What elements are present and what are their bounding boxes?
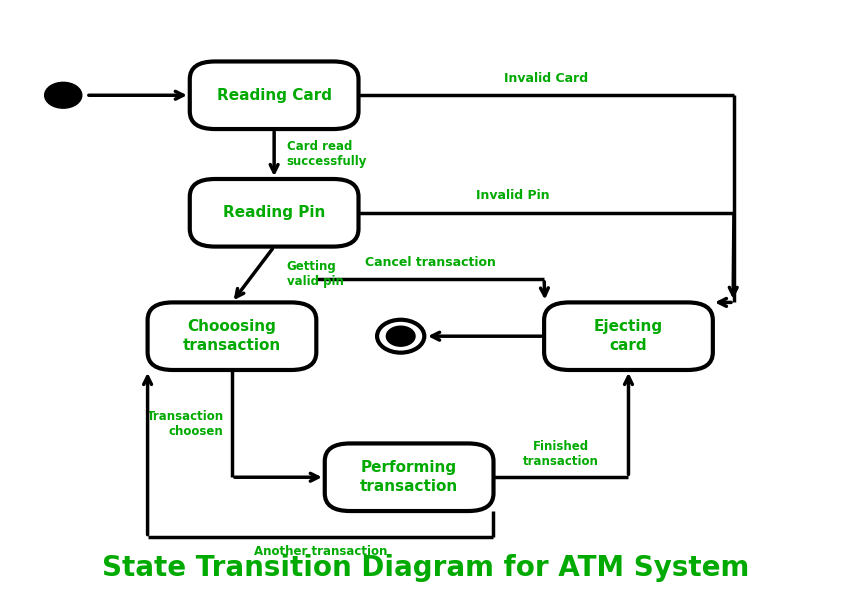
Circle shape [377, 319, 424, 353]
Circle shape [386, 326, 415, 346]
Text: Reading Pin: Reading Pin [223, 205, 325, 221]
FancyBboxPatch shape [190, 61, 359, 129]
FancyBboxPatch shape [325, 443, 493, 511]
Text: Ejecting
card: Ejecting card [594, 319, 663, 353]
Text: Transaction
choosen: Transaction choosen [147, 409, 223, 437]
FancyBboxPatch shape [147, 302, 316, 370]
Text: Getting
valid pin: Getting valid pin [287, 260, 343, 288]
FancyBboxPatch shape [190, 179, 359, 247]
Text: Card read
successfully: Card read successfully [287, 140, 367, 168]
Circle shape [44, 82, 82, 108]
Text: Invalid Card: Invalid Card [504, 72, 588, 85]
Text: Chooosing
transaction: Chooosing transaction [183, 319, 281, 353]
Text: Finished
transaction: Finished transaction [523, 440, 599, 468]
Text: Performing
transaction: Performing transaction [360, 461, 458, 494]
Text: State Transition Diagram for ATM System: State Transition Diagram for ATM System [102, 554, 750, 582]
Text: Invalid Pin: Invalid Pin [475, 189, 550, 202]
Text: Reading Card: Reading Card [216, 88, 331, 103]
FancyBboxPatch shape [544, 302, 713, 370]
Text: Cancel transaction: Cancel transaction [365, 256, 496, 269]
Text: Another transaction: Another transaction [254, 545, 387, 557]
